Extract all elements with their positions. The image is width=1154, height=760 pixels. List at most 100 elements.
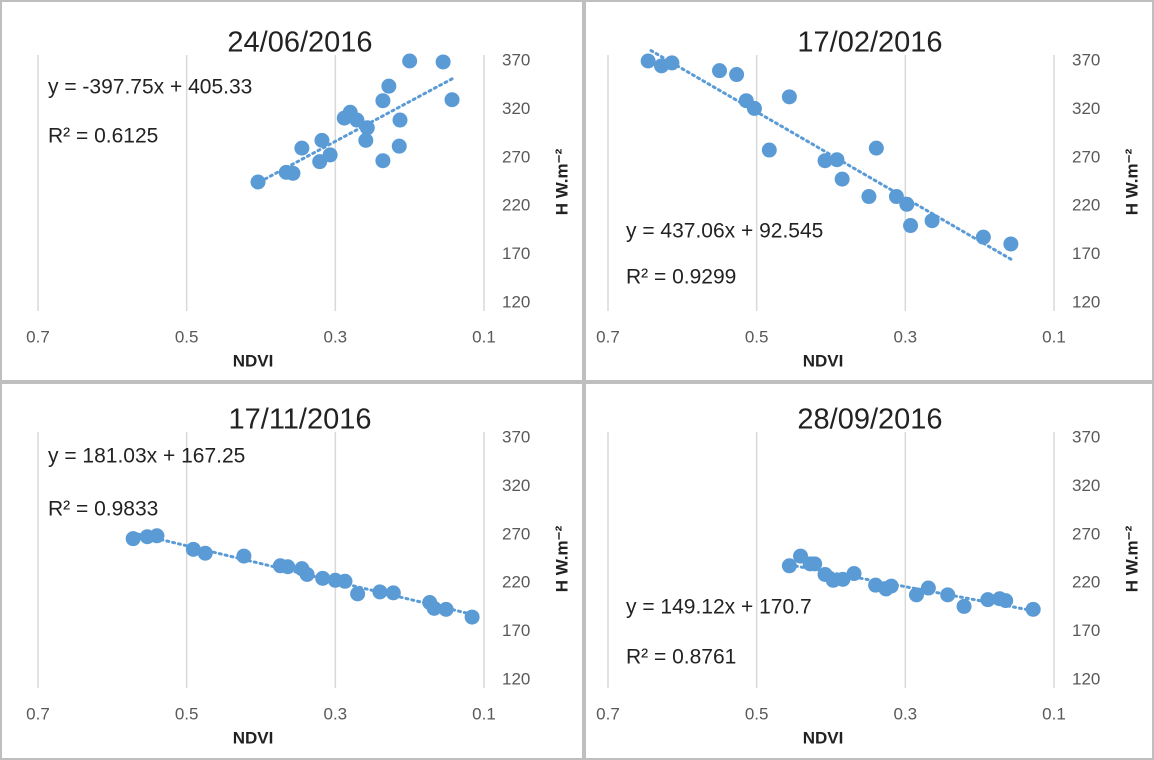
annotation: R² = 0.9299 — [626, 266, 736, 289]
panel: 0.7 0.5 0.3 0.1 120 170 220 270 320 370 24/06/2016… — [26, 27, 571, 371]
y-axis-label: H W.m⁻² — [552, 148, 571, 215]
point — [920, 580, 936, 596]
y-tick-label: 120 — [1072, 292, 1100, 311]
y-tick-label: 320 — [1072, 99, 1100, 118]
point — [285, 165, 301, 181]
x-tick-label: 0.5 — [745, 327, 769, 346]
x-tick-label: 0.7 — [26, 327, 50, 346]
point — [435, 54, 451, 70]
x-tick-label: 0.3 — [894, 704, 918, 723]
x-tick-label: 0.5 — [175, 327, 199, 346]
x-tick-label: 0.7 — [596, 704, 620, 723]
point — [402, 53, 418, 69]
point — [640, 53, 656, 69]
point — [464, 609, 480, 625]
point — [761, 142, 777, 158]
y-tick-label: 320 — [502, 476, 530, 495]
point — [322, 147, 338, 163]
y-tick-label: 120 — [1072, 669, 1100, 688]
point — [444, 92, 460, 108]
y-tick-label: 270 — [502, 524, 530, 543]
x-axis-label: NDVI — [803, 728, 844, 747]
y-tick-label: 220 — [502, 196, 530, 215]
x-tick-label: 0.1 — [472, 327, 496, 346]
y-tick-label: 170 — [1072, 621, 1100, 640]
y-axis-label: H W.m⁻² — [1122, 525, 1141, 592]
x-axis-label: NDVI — [233, 351, 274, 370]
point — [250, 174, 266, 190]
y-tick-label: 370 — [502, 50, 530, 69]
point — [381, 78, 397, 94]
point — [391, 138, 407, 154]
point — [392, 112, 408, 128]
point — [956, 598, 972, 614]
point — [781, 89, 797, 105]
x-tick-label: 0.1 — [1042, 704, 1066, 723]
annotation: y = -397.75x + 405.33 — [48, 76, 252, 99]
point — [349, 112, 365, 128]
point — [375, 153, 391, 169]
point — [817, 153, 833, 169]
chart-title: 17/02/2016 — [797, 27, 942, 59]
annotation: R² = 0.9833 — [48, 498, 158, 521]
x-axis-label: NDVI — [233, 728, 274, 747]
point — [903, 218, 919, 234]
y-tick-label: 220 — [1072, 196, 1100, 215]
point — [337, 573, 353, 589]
chart-title: 28/09/2016 — [797, 404, 942, 436]
point — [834, 171, 850, 187]
point — [359, 120, 375, 136]
y-tick-label: 220 — [1072, 573, 1100, 592]
y-tick-label: 370 — [1072, 50, 1100, 69]
x-tick-label: 0.5 — [745, 704, 769, 723]
point — [729, 67, 745, 83]
point — [197, 545, 213, 561]
y-tick-label: 170 — [1072, 244, 1100, 263]
y-tick-label: 320 — [502, 99, 530, 118]
y-tick-label: 370 — [502, 427, 530, 446]
x-tick-label: 0.5 — [175, 704, 199, 723]
trendline — [131, 531, 474, 616]
annotation: y = 149.12x + 170.7 — [626, 596, 812, 619]
y-tick-label: 320 — [1072, 476, 1100, 495]
x-axis-label: NDVI — [803, 351, 844, 370]
point — [358, 132, 374, 148]
point — [861, 189, 877, 205]
x-tick-label: 0.7 — [596, 327, 620, 346]
point — [868, 140, 884, 156]
point — [375, 93, 391, 109]
x-tick-label: 0.3 — [324, 327, 348, 346]
point — [1003, 236, 1019, 252]
annotation: y = 181.03x + 167.25 — [48, 445, 245, 468]
point — [712, 63, 727, 79]
y-tick-label: 120 — [502, 669, 530, 688]
y-tick-label: 370 — [1072, 427, 1100, 446]
chart-title: 24/06/2016 — [227, 27, 372, 59]
panel: 0.7 0.5 0.3 0.1 120 170 220 270 320 370 28/09/2016… — [596, 404, 1141, 748]
y-tick-label: 270 — [502, 147, 530, 166]
point — [315, 570, 331, 586]
y-tick-label: 220 — [502, 573, 530, 592]
y-tick-label: 170 — [502, 244, 530, 263]
point — [294, 140, 310, 156]
point — [350, 586, 366, 602]
point — [807, 556, 823, 572]
y-axis-label: H W.m⁻² — [552, 525, 571, 592]
panel: 0.7 0.5 0.3 0.1 120 170 220 270 320 370 17/11/2016… — [26, 404, 571, 748]
point — [314, 132, 330, 148]
x-tick-label: 0.3 — [324, 704, 348, 723]
y-axis-label: H W.m⁻² — [1122, 148, 1141, 215]
x-tick-label: 0.3 — [894, 327, 918, 346]
trendline — [787, 563, 1035, 613]
point — [888, 189, 904, 205]
annotation: R² = 0.6125 — [48, 125, 158, 148]
annotation: R² = 0.8761 — [626, 646, 736, 669]
y-tick-label: 270 — [1072, 524, 1100, 543]
x-tick-label: 0.1 — [1042, 327, 1066, 346]
trendline — [256, 77, 454, 185]
y-tick-label: 120 — [502, 292, 530, 311]
chart-title: 17/11/2016 — [229, 404, 372, 436]
point — [746, 100, 762, 116]
point — [280, 559, 296, 575]
